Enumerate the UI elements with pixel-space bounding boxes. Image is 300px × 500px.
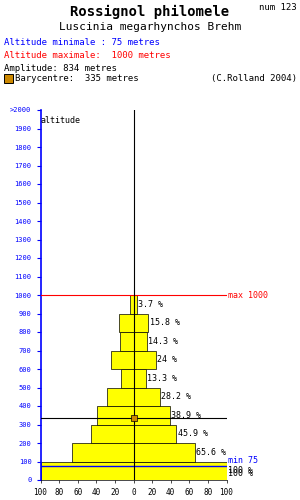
Bar — [130, 295, 134, 314]
Text: altitude: altitude — [40, 116, 80, 124]
Bar — [134, 314, 148, 332]
Text: Rossignol philomele: Rossignol philomele — [70, 5, 230, 19]
Bar — [134, 406, 170, 424]
Bar — [120, 332, 134, 350]
Bar — [134, 369, 146, 388]
Text: 100 %: 100 % — [228, 466, 253, 475]
Text: 100 %: 100 % — [228, 469, 254, 478]
Bar — [111, 350, 134, 369]
Bar — [134, 350, 156, 369]
Bar — [134, 443, 194, 462]
Bar — [119, 314, 134, 332]
Bar — [134, 462, 226, 480]
Text: 15.8 %: 15.8 % — [150, 318, 180, 327]
Text: Luscinia megarhynchos Brehm: Luscinia megarhynchos Brehm — [59, 22, 241, 32]
Bar — [134, 295, 137, 314]
Bar — [4, 74, 13, 83]
Text: max 1000: max 1000 — [228, 290, 268, 300]
Text: min 75: min 75 — [228, 456, 258, 464]
Bar — [134, 388, 160, 406]
Bar — [73, 443, 134, 462]
Text: Barycentre:  335 metres: Barycentre: 335 metres — [15, 74, 139, 83]
Bar — [134, 332, 147, 350]
Text: Altitude maximale:  1000 metres: Altitude maximale: 1000 metres — [4, 51, 171, 60]
Text: Amplitude: 834 metres: Amplitude: 834 metres — [4, 64, 117, 73]
Bar — [97, 406, 134, 424]
Text: 14.3 %: 14.3 % — [148, 337, 178, 346]
Text: 3.7 %: 3.7 % — [138, 300, 163, 308]
Text: 28.2 %: 28.2 % — [161, 392, 191, 401]
Bar — [134, 424, 176, 443]
Bar — [107, 388, 134, 406]
Text: num 123: num 123 — [260, 3, 297, 12]
Text: Altitude minimale : 75 metres: Altitude minimale : 75 metres — [4, 38, 160, 47]
Bar — [121, 369, 134, 388]
Text: 38.9 %: 38.9 % — [171, 411, 201, 420]
Text: 65.6 %: 65.6 % — [196, 448, 226, 457]
Text: 24 %: 24 % — [157, 355, 177, 364]
Bar — [91, 424, 134, 443]
Bar — [40, 462, 134, 480]
Text: (C.Rolland 2004): (C.Rolland 2004) — [211, 74, 297, 83]
Text: 13.3 %: 13.3 % — [147, 374, 177, 383]
Text: 45.9 %: 45.9 % — [178, 429, 208, 438]
